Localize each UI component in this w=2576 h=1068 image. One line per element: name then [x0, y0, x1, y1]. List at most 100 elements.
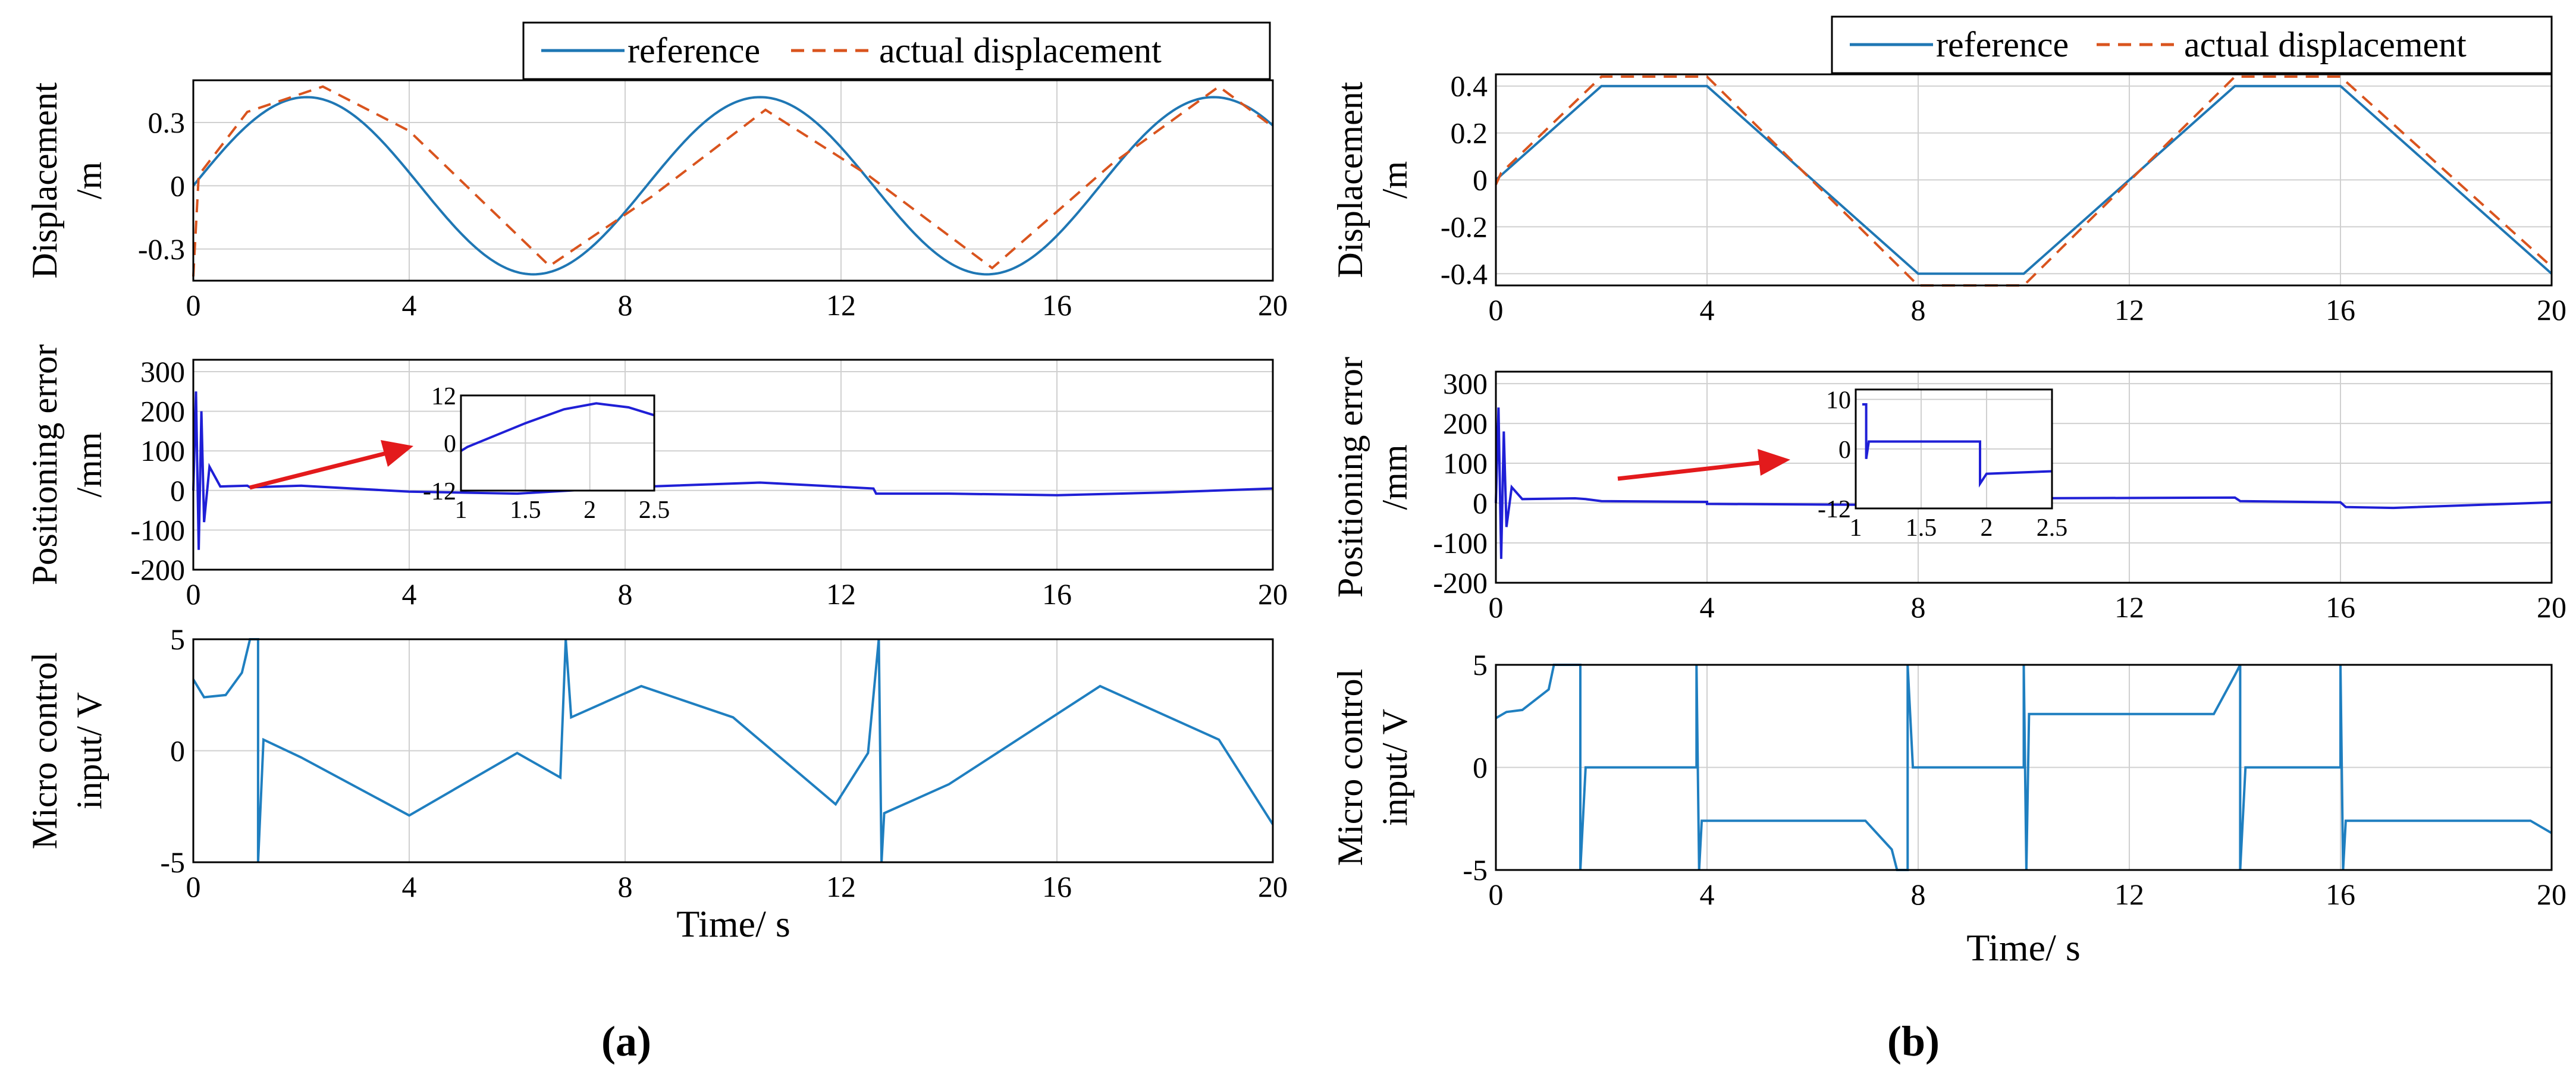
- y-tick-label: -100: [1433, 526, 1488, 560]
- inset-x-tick-label: 1.5: [510, 497, 541, 524]
- x-tick-label: 8: [1911, 590, 1926, 624]
- x-tick-label: 8: [618, 870, 633, 903]
- x-tick-label: 12: [826, 870, 856, 903]
- chart-a-control-ylabel: Micro control input/ V: [25, 652, 109, 850]
- x-tick-label: 8: [1911, 878, 1926, 911]
- y-axis-label: Micro control: [1331, 669, 1370, 866]
- x-tick-label: 12: [2114, 878, 2144, 911]
- chart-a-error-grid: [193, 360, 1273, 570]
- y-tick-label: 0: [1473, 486, 1488, 520]
- chart-b-displacement-frame: [1495, 73, 2553, 287]
- inset-x-tick-label: 1.5: [1906, 514, 1937, 542]
- inset-y-tick-label: 0: [1838, 436, 1851, 464]
- y-axis-label: input/ V: [1375, 709, 1414, 826]
- x-tick-label: 12: [826, 577, 856, 611]
- series-positioning-error: [1495, 407, 2552, 559]
- chart-a-error-inset-series: [460, 402, 655, 453]
- inset-x-tick-label: 1: [1850, 514, 1862, 542]
- inset-x-tick-label: 1: [455, 497, 467, 524]
- chart-b-displacement-grid: [1496, 74, 2552, 285]
- series-micro-control-input: [1495, 664, 2553, 871]
- chart-a-error-inset: 1 1.5 2 2.5 12 0 -12: [423, 383, 670, 524]
- x-tick-label: 0: [1489, 590, 1504, 624]
- x-tick-label: 12: [2114, 293, 2144, 326]
- x-tick-label: 16: [1042, 577, 1072, 611]
- x-tick-label: 16: [1042, 870, 1072, 903]
- x-tick-label: 20: [2537, 590, 2566, 624]
- x-tick-label: 4: [1700, 293, 1715, 326]
- panel-label-a: (a): [601, 1017, 651, 1065]
- x-tick-label: 4: [402, 577, 417, 611]
- x-tick-label: 0: [186, 577, 201, 611]
- y-tick-label: -100: [130, 513, 185, 546]
- x-tick-label: 16: [2326, 878, 2355, 911]
- chart-a-displacement-frame: [192, 79, 1274, 282]
- y-tick-label: -0.3: [138, 233, 185, 266]
- y-axis-label: Positioning error: [1331, 357, 1370, 598]
- x-tick-label: 20: [2537, 878, 2566, 911]
- series-reference: [192, 96, 1274, 276]
- y-tick-label: -0.4: [1441, 257, 1488, 290]
- series-positioning-error: [192, 391, 1273, 550]
- y-axis-label: input/ V: [70, 692, 109, 809]
- x-tick-label: 8: [618, 288, 633, 322]
- y-axis-label: Displacement: [1331, 81, 1370, 278]
- x-tick-label: 4: [402, 870, 417, 903]
- chart-b-control-frame: [1495, 664, 2553, 871]
- chart-b-control-ylabel: Micro control input/ V: [1331, 669, 1414, 866]
- x-tick-label: 12: [2114, 590, 2144, 624]
- y-axis-label: /mm: [1375, 444, 1414, 510]
- inset-y-tick-label: 0: [444, 431, 456, 458]
- y-axis-label: /m: [1375, 161, 1414, 199]
- legend-a-actual-label: actual displacement: [879, 31, 1162, 70]
- y-tick-label: 300: [1443, 367, 1488, 400]
- panel-a: reference actual displacement 0 4 8 12 16 200…: [25, 21, 1288, 1065]
- series-actual-displacement: [1495, 75, 2553, 287]
- chart-a-control-grid: [193, 639, 1273, 863]
- y-tick-label: -0.2: [1441, 210, 1488, 243]
- y-tick-label: 0.2: [1451, 117, 1488, 150]
- x-tick-label: 8: [1911, 293, 1926, 326]
- x-tick-label: 8: [618, 577, 633, 611]
- y-tick-label: 5: [1473, 648, 1488, 681]
- inset-x-tick-label: 2.5: [2037, 514, 2068, 542]
- y-tick-label: 200: [1443, 407, 1488, 440]
- y-axis-label: Positioning error: [25, 344, 64, 585]
- chart-b-error-zoom-arrowhead: [1758, 449, 1790, 476]
- legend-b-actual-label: actual displacement: [2184, 25, 2467, 64]
- inset-y-tick-label: -12: [423, 478, 456, 505]
- chart-a-displacement: 0 4 8 12 16 200.30-0.3 Displacement/m: [25, 79, 1288, 322]
- chart-a-error-frame: [192, 359, 1274, 571]
- x-tick-label: 0: [186, 288, 201, 322]
- inset-series-positioning-error: [1862, 403, 2053, 488]
- chart-a-displacement-series: [192, 85, 1274, 277]
- legend-a-reference-label: reference: [627, 31, 760, 70]
- chart-a-control-frame: [192, 638, 1274, 863]
- chart-b-displacement-ylabel: Displacement/m: [1331, 81, 1414, 278]
- chart-a-error-zoom-arrowhead: [381, 440, 413, 467]
- y-tick-label: -5: [1463, 853, 1488, 887]
- chart-b-error-inset-series: [1862, 403, 2053, 488]
- chart-a-error-ylabel: Positioning error/mm: [25, 344, 109, 585]
- chart-a-displacement-ylabel: Displacement/m: [25, 82, 109, 278]
- x-axis-label-a: Time/ s: [676, 903, 790, 945]
- panel-b: reference actual displacement 0 4 8 12 16 200…: [1331, 15, 2566, 1065]
- y-tick-label: 0: [170, 734, 185, 768]
- y-tick-label: -200: [130, 553, 185, 586]
- x-tick-label: 20: [1258, 870, 1288, 903]
- x-tick-label: 0: [1489, 293, 1504, 326]
- y-tick-label: 0: [1473, 751, 1488, 784]
- chart-a-error-zoom-arrow: [249, 451, 387, 490]
- legend-b: reference actual displacement: [1831, 15, 2553, 74]
- inset-y-tick-label: 10: [1826, 387, 1851, 414]
- chart-b-displacement: 0 4 8 12 16 20 0.4 0.2 0 -0.2 -0.4 Displacement/m: [1331, 70, 2566, 326]
- y-axis-label: Displacement: [25, 82, 64, 278]
- x-tick-label: 0: [1489, 878, 1504, 911]
- inset-x-tick-label: 2: [1981, 514, 1993, 542]
- x-axis-label-b: Time/ s: [1966, 926, 2081, 969]
- chart-b-error-inset-ticks: 1 1.5 2 2.5 10 0 -12: [1818, 387, 2067, 542]
